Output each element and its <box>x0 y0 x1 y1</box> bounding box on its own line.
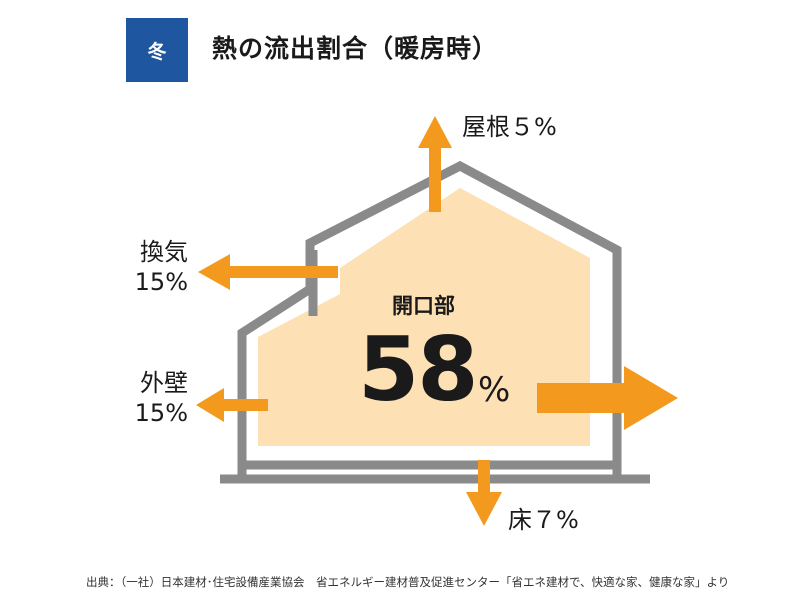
diagram-title: 熱の流出割合（暖房時） <box>212 34 499 63</box>
heat-arrows <box>196 116 678 526</box>
house-outline <box>220 160 650 484</box>
house-interior <box>258 188 590 446</box>
ventilation-label-name: 換気 <box>140 238 188 266</box>
wall-label-name: 外壁 <box>140 369 188 397</box>
opening-value: 58 <box>358 318 478 421</box>
ventilation-label-value: 15% <box>134 268 188 296</box>
floor-arrow <box>466 460 502 526</box>
ventilation-arrow <box>198 254 338 290</box>
source-note: 出典：（一社）日本建材･住宅設備産業協会 省エネルギー建材普及促進センター「省エ… <box>86 575 730 589</box>
roof-label: 屋根５% <box>462 113 557 141</box>
wall-label-value: 15% <box>134 399 188 427</box>
season-badge: 冬 <box>126 18 188 82</box>
wall-arrow <box>196 388 268 422</box>
season-text: 冬 <box>147 40 167 63</box>
opening-unit: % <box>478 370 511 410</box>
outer-roof-wall <box>237 160 622 479</box>
opening-label: 開口部 <box>392 294 455 318</box>
roof-arrow <box>418 116 452 212</box>
floor-label: 床７% <box>508 506 579 534</box>
opening-arrow <box>537 366 678 430</box>
